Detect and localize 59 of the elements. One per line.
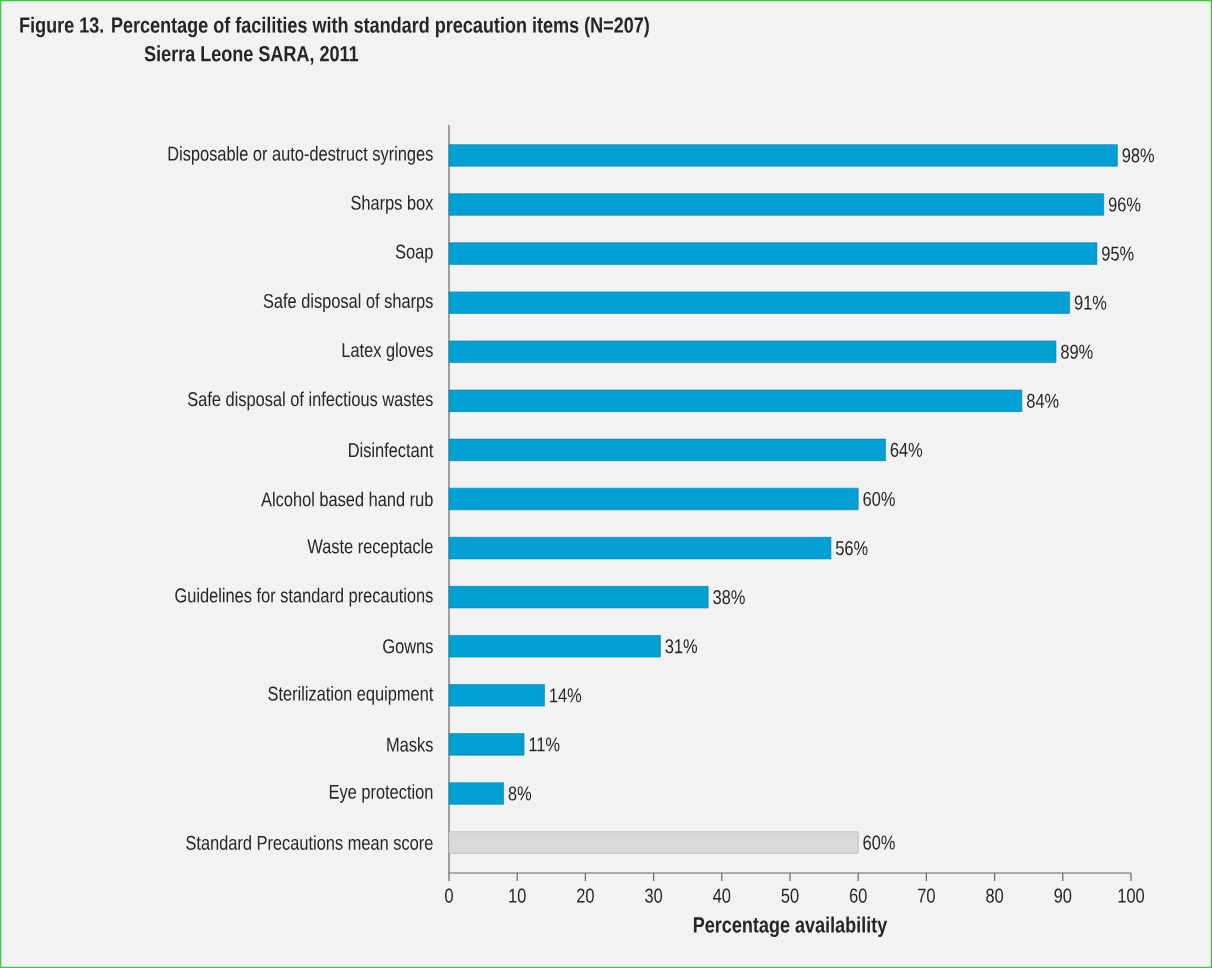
y-tick-label: Disinfectant [349,442,434,458]
data-label: 60% [863,491,895,507]
data-label: 8% [508,786,532,801]
bar [448,144,1118,167]
x-tick-label: 100 [1118,888,1145,903]
x-tick-label: 80 [986,888,1004,903]
y-tick-label: Safe disposal of infectious wastes [188,391,433,411]
data-label: 38% [713,590,745,605]
bar [448,340,1057,363]
chart-title: Figure 13. Percentage of facilities with standard precaution items (N=207) [20,16,649,38]
data-label: 84% [1027,393,1059,408]
data-label: 11% [529,737,560,752]
bar [448,487,859,511]
x-tick-label: 60 [849,888,867,903]
x-tick-label: 90 [1054,888,1072,903]
data-label: 89% [1061,344,1093,359]
bar [448,831,859,854]
y-tick-label: Soap [395,244,433,263]
x-tick-label: 10 [509,888,526,903]
y-tick-label: Masks [387,737,433,752]
x-axis-title: Percentage availability [693,916,888,938]
y-tick-label: Safe disposal of sharps [263,293,433,312]
data-label: 95% [1102,246,1134,261]
bar [448,684,545,707]
x-tick-label: 0 [445,888,453,903]
y-tick-label: Standard Precautions mean score [186,835,433,850]
data-label: 31% [665,639,698,654]
data-label: 98% [1122,148,1154,163]
data-label: 96% [1108,197,1141,212]
text: Sierra Leone SARA, 2011 [144,45,359,65]
x-tick-label: 40 [713,888,731,903]
x-tick-label: 20 [577,888,594,903]
y-tick-label: Latex gloves [342,342,433,362]
y-tick-label: Disposable or auto-destruct syringes [168,146,433,165]
y-tick-label: Gowns [383,639,433,654]
data-label: 64% [890,442,923,457]
bar [448,242,1098,265]
bar [448,782,504,805]
y-tick-label: Sharps box [351,195,434,214]
bar [448,438,886,462]
x-tick-label: 70 [918,888,935,903]
data-label: 14% [550,688,582,703]
y-tick-label: Alcohol based hand rub [261,491,433,507]
bar [448,291,1070,314]
bar [448,635,661,658]
y-tick-label: Waste receptacle [307,538,433,558]
data-label: 56% [835,541,868,556]
bar [448,389,1023,412]
y-tick-label: Eye protection [329,784,433,803]
y-tick-label: Sterilization equipment [268,686,434,705]
x-tick-label: 30 [645,888,663,903]
bar [448,586,709,609]
y-tick-label: Guidelines for standard precautions [175,587,433,607]
data-label: 91% [1074,295,1107,310]
bar [448,193,1105,216]
x-tick-label: 50 [781,888,799,903]
bar [448,733,525,756]
bar [448,536,832,560]
data-label: 60% [863,835,895,850]
